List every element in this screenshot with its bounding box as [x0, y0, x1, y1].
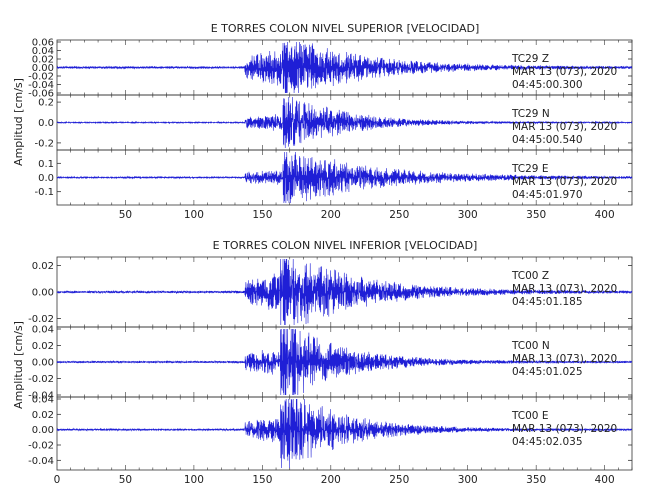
waveform-tc00-e: [56, 398, 633, 469]
x-tick-label: 300: [458, 209, 478, 221]
time-label: 04:45:01.185: [512, 296, 583, 308]
x-tick-label: 0: [54, 474, 61, 486]
y-tick-label: 0.0: [38, 118, 54, 129]
date-label: MAR 13 (073), 2020: [512, 283, 617, 295]
date-label: MAR 13 (073), 2020: [512, 121, 617, 133]
x-tick-label: 300: [458, 474, 478, 486]
y-tick-label: -0.02: [28, 72, 54, 83]
date-label: MAR 13 (073), 2020: [512, 176, 617, 188]
station-label: TC00 Z: [511, 270, 549, 282]
x-tick-label: 400: [595, 474, 615, 486]
x-tick-label: 50: [119, 209, 132, 221]
y-axis-label-inferior: Amplitud [cm/s]: [12, 321, 25, 409]
y-tick-label: -0.02: [28, 314, 54, 325]
panel-inferior: E TORRES COLON NIVEL INFERIOR [VELOCIDAD…: [12, 239, 633, 486]
y-tick-label: -0.04: [28, 456, 54, 467]
x-tick-label: 100: [184, 209, 204, 221]
station-label: TC00 E: [511, 410, 548, 422]
time-label: 04:45:00.540: [512, 134, 583, 146]
chart-title-superior: E TORRES COLON NIVEL SUPERIOR [VELOCIDAD…: [211, 22, 480, 35]
y-axis-label-superior: Amplitud [cm/s]: [12, 78, 25, 166]
y-tick-label: 0.02: [32, 410, 54, 421]
station-label: TC29 Z: [511, 53, 549, 65]
waveform-tc29-z: [56, 41, 633, 94]
x-tick-label: 50: [119, 474, 132, 486]
y-tick-label: -0.04: [28, 80, 54, 91]
waveform-tc00-n: [56, 328, 633, 396]
y-tick-label: -0.02: [28, 374, 54, 385]
waveform-tc29-e: [56, 151, 633, 204]
x-tick-label: 150: [252, 209, 272, 221]
y-tick-label: 0.02: [32, 261, 54, 272]
time-label: 04:45:01.025: [512, 366, 583, 378]
waveform-tc29-n: [56, 96, 633, 149]
x-tick-label: 200: [321, 474, 341, 486]
date-label: MAR 13 (073), 2020: [512, 66, 617, 78]
x-tick-label: 350: [526, 209, 546, 221]
y-tick-label: 0.02: [32, 341, 54, 352]
y-tick-label: 0.2: [38, 98, 54, 109]
station-label: TC29 N: [511, 108, 550, 120]
x-tick-label: 250: [389, 209, 409, 221]
chart-title-inferior: E TORRES COLON NIVEL INFERIOR [VELOCIDAD…: [213, 239, 478, 252]
panel-superior: E TORRES COLON NIVEL SUPERIOR [VELOCIDAD…: [12, 22, 633, 221]
station-label: TC00 N: [511, 340, 550, 352]
x-tick-label: 250: [389, 474, 409, 486]
y-tick-label: 0.00: [32, 358, 54, 369]
y-tick-label: -0.04: [28, 391, 54, 402]
y-tick-label: -0.02: [28, 441, 54, 452]
y-tick-label: -0.06: [28, 89, 54, 100]
x-tick-label: 150: [252, 474, 272, 486]
x-tick-label: 200: [321, 209, 341, 221]
y-tick-label: 0.04: [32, 46, 54, 57]
y-tick-label: -0.2: [34, 138, 54, 149]
y-tick-label: 0.00: [32, 288, 54, 299]
waveform-tc00-z: [56, 258, 633, 326]
date-label: MAR 13 (073), 2020: [512, 353, 617, 365]
y-tick-label: 0.04: [32, 325, 54, 336]
time-label: 04:45:01.970: [512, 189, 583, 201]
station-label: TC29 E: [511, 163, 548, 175]
y-tick-label: 0.00: [32, 425, 54, 436]
y-tick-label: 0.06: [32, 38, 54, 49]
time-label: 04:45:00.300: [512, 79, 583, 91]
x-tick-label: 350: [526, 474, 546, 486]
y-tick-label: 0.02: [32, 55, 54, 66]
y-tick-label: 0.1: [38, 159, 54, 170]
y-tick-label: 0.04: [32, 395, 54, 406]
date-label: MAR 13 (073), 2020: [512, 423, 617, 435]
trace-subplot: 0.060.040.020.00-0.02-0.04-0.06 TC29 ZMAR…: [28, 38, 633, 100]
x-tick-label: 400: [595, 209, 615, 221]
y-tick-label: -0.1: [34, 187, 54, 198]
time-label: 04:45:02.035: [512, 436, 583, 448]
y-tick-label: 0.00: [32, 63, 54, 74]
y-tick-label: 0.0: [38, 173, 54, 184]
x-tick-label: 100: [184, 474, 204, 486]
